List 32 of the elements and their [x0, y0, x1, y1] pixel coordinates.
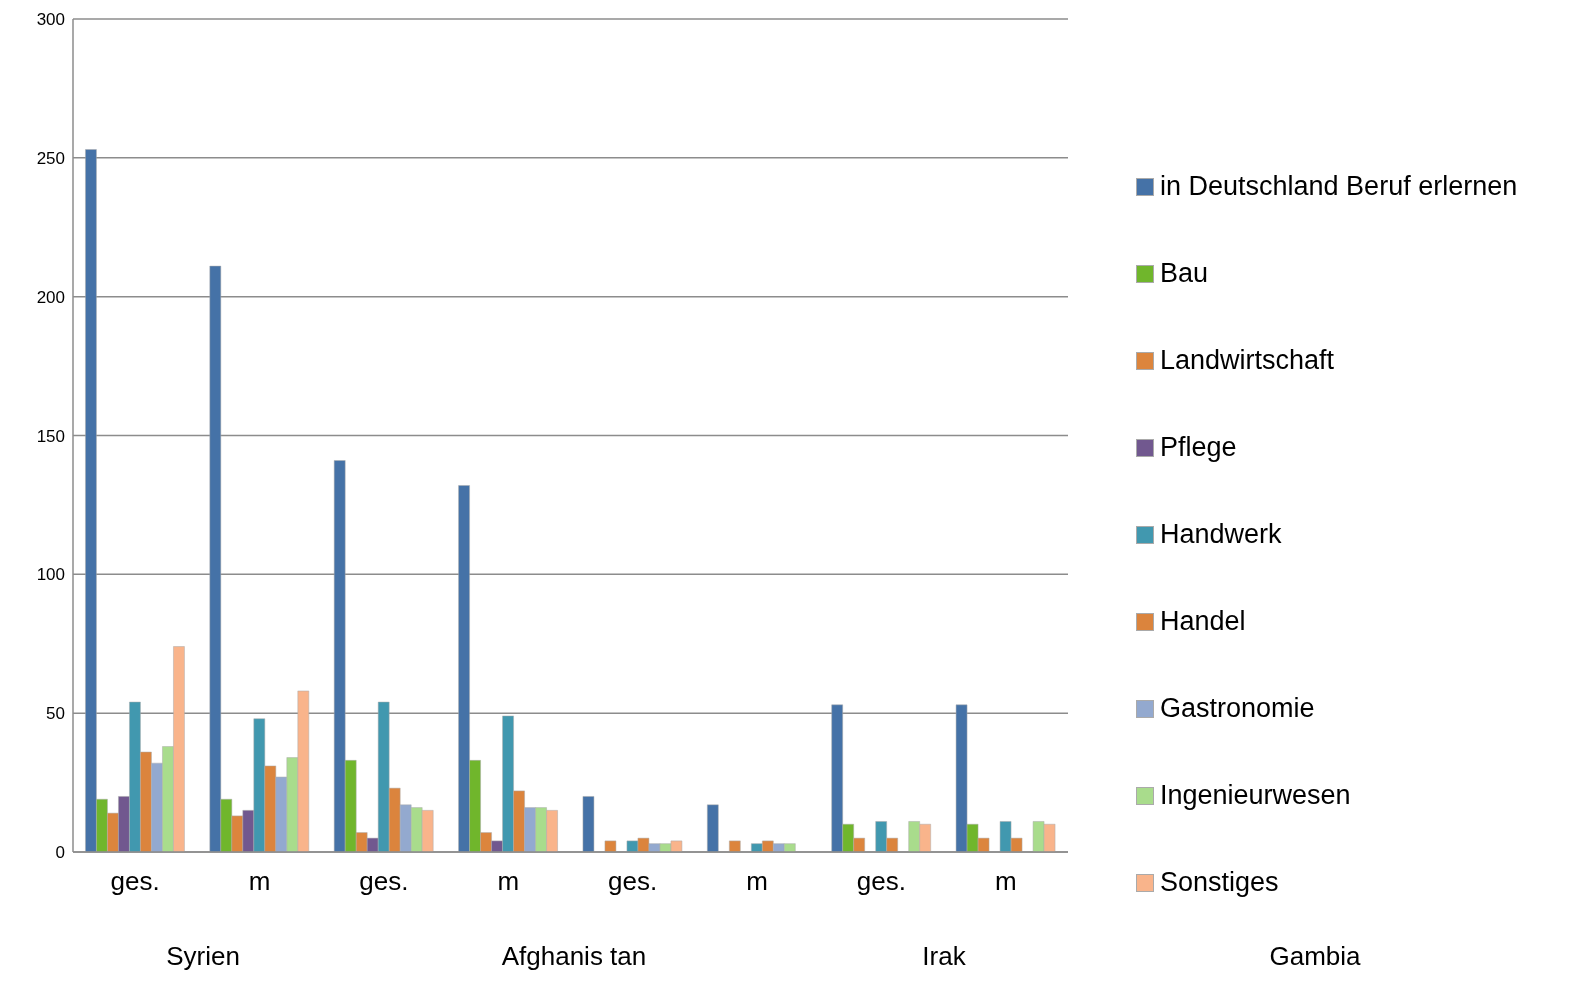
y-tick-label: 150: [36, 426, 65, 446]
x-tick-label: ges.: [359, 866, 409, 897]
x-tick-label: m: [248, 866, 271, 897]
legend-label: Landwirtschaft: [1160, 345, 1335, 376]
y-tick-label: 300: [36, 10, 65, 30]
x-tick-label: ges.: [110, 866, 160, 897]
text: Syrien: [165, 940, 241, 973]
x-tick-label: m: [497, 866, 520, 897]
legend-label: Pflege: [1160, 432, 1237, 463]
legend-label: Handwerk: [1160, 519, 1282, 550]
bar: [729, 840, 741, 852]
x-tick-label: ges.: [608, 866, 658, 897]
y-tick-label: 0: [55, 843, 65, 863]
text: Gambia: [1268, 940, 1362, 973]
x-tick-label: m: [746, 866, 768, 897]
text: Irak: [921, 940, 967, 973]
bar: [707, 804, 719, 852]
legend-label: Gastronomie: [1160, 693, 1315, 724]
y-tick-label: 250: [36, 148, 65, 168]
legend-label: in Deutschland Beruf erlernen: [1160, 171, 1518, 202]
legend-label: Sonstiges: [1160, 867, 1279, 898]
y-tick-label: 50: [46, 704, 65, 724]
bar: [604, 840, 617, 852]
y-tick-label: 100: [36, 565, 65, 585]
legend-label: Bau: [1160, 258, 1209, 289]
y-tick-label: 200: [36, 287, 65, 307]
x-tick-label: m: [994, 866, 1017, 897]
legend-label: Handel: [1160, 606, 1246, 637]
bar: [582, 796, 595, 852]
legend-label: Ingenieurwesen: [1160, 780, 1351, 811]
x-tick-label: ges.: [856, 866, 907, 897]
text: Afghanis tan: [500, 940, 648, 973]
